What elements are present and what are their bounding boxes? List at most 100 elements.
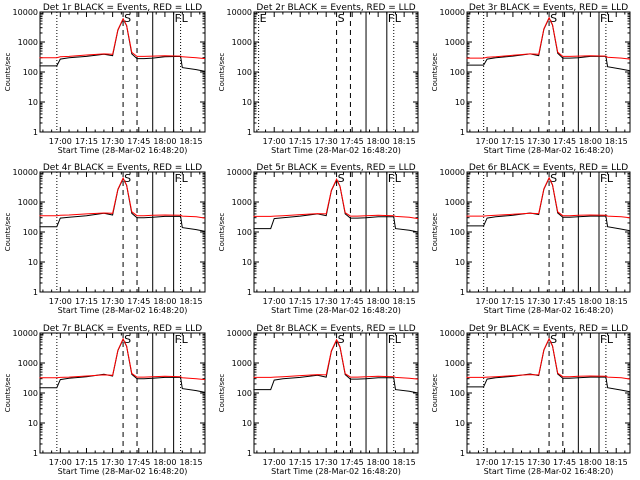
y-axis-label: Counts/sec bbox=[4, 53, 12, 92]
y-axis-label: Counts/sec bbox=[218, 53, 226, 92]
x-tick-label: 17:15 bbox=[501, 458, 524, 467]
y-tick-label: 1000 bbox=[232, 359, 252, 368]
y-tick-label: 10 bbox=[242, 98, 252, 107]
y-tick-label: 10000 bbox=[440, 329, 465, 338]
marker-label: S bbox=[124, 333, 131, 346]
marker-label: F bbox=[388, 12, 394, 25]
x-axis-label: Start Time (28-Mar-02 16:48:20) bbox=[271, 467, 401, 476]
x-tick-label: 17:00 bbox=[263, 458, 286, 467]
y-tick-label: 100 bbox=[23, 228, 38, 237]
x-tick-label: 17:00 bbox=[476, 137, 499, 146]
x-tick-label: 17:45 bbox=[127, 297, 150, 306]
series-line-events bbox=[466, 337, 631, 393]
x-axis-label: Start Time (28-Mar-02 16:48:20) bbox=[271, 306, 401, 315]
x-tick-label: 17:00 bbox=[476, 297, 499, 306]
x-tick-label: 17:45 bbox=[553, 458, 576, 467]
marker-label: F bbox=[388, 333, 394, 346]
y-tick-label: 100 bbox=[450, 68, 465, 77]
marker-label: S bbox=[338, 172, 345, 185]
x-tick-label: 18:00 bbox=[367, 458, 390, 467]
y-tick-label: 1 bbox=[460, 128, 465, 137]
marker-label: S bbox=[338, 12, 345, 25]
y-tick-label: 10 bbox=[242, 419, 252, 428]
marker-label: F bbox=[388, 172, 394, 185]
x-tick-label: 17:00 bbox=[263, 297, 286, 306]
y-tick-label: 10000 bbox=[440, 8, 465, 17]
marker-label: S bbox=[124, 12, 131, 25]
y-tick-label: 1000 bbox=[445, 359, 465, 368]
y-tick-label: 1 bbox=[247, 449, 252, 458]
series-line-lld bbox=[466, 16, 631, 60]
chart-panel-4: Det 4r BLACK = Events, RED = LLD 1 10 100 10… bbox=[4, 163, 206, 315]
x-axis-label: Start Time (28-Mar-02 16:48:20) bbox=[484, 467, 614, 476]
x-tick-label: 17:45 bbox=[127, 137, 150, 146]
marker-label: F bbox=[600, 333, 606, 346]
x-axis-label: Start Time (28-Mar-02 16:48:20) bbox=[484, 146, 614, 155]
series-line-lld bbox=[39, 337, 206, 381]
marker-label: F bbox=[600, 12, 606, 25]
chart-title: Det 8r BLACK = Events, RED = LLD bbox=[256, 324, 415, 334]
marker-label: L bbox=[182, 333, 189, 346]
x-tick-label: 17:45 bbox=[341, 458, 364, 467]
chart-title: Det 5r BLACK = Events, RED = LLD bbox=[256, 163, 415, 173]
y-tick-label: 1 bbox=[33, 449, 38, 458]
y-axis-label: Counts/sec bbox=[431, 374, 439, 413]
x-tick-label: 17:30 bbox=[527, 297, 550, 306]
x-tick-label: 18:00 bbox=[153, 137, 176, 146]
y-tick-label: 10 bbox=[28, 258, 38, 267]
x-tick-label: 17:45 bbox=[341, 137, 364, 146]
y-tick-label: 10 bbox=[455, 419, 465, 428]
y-tick-label: 100 bbox=[450, 389, 465, 398]
x-tick-label: 18:15 bbox=[180, 458, 203, 467]
x-tick-label: 17:00 bbox=[476, 458, 499, 467]
x-tick-label: 17:00 bbox=[263, 137, 286, 146]
y-tick-label: 1000 bbox=[18, 359, 38, 368]
y-tick-label: 100 bbox=[237, 228, 252, 237]
marker-label: F bbox=[175, 172, 181, 185]
x-tick-label: 17:30 bbox=[101, 137, 124, 146]
x-tick-label: 17:30 bbox=[315, 297, 338, 306]
y-tick-label: 10000 bbox=[227, 8, 252, 17]
x-axis-label: Start Time (28-Mar-02 16:48:20) bbox=[58, 306, 188, 315]
chart-title: Det 9r BLACK = Events, RED = LLD bbox=[469, 324, 628, 334]
marker-label: F bbox=[175, 12, 181, 25]
marker-label: S bbox=[550, 12, 557, 25]
x-tick-label: 17:30 bbox=[527, 137, 550, 146]
series-line-lld bbox=[466, 337, 631, 380]
chart-panel-5: Det 5r BLACK = Events, RED = LLD 1 10 100 10… bbox=[218, 163, 419, 315]
x-tick-label: 17:15 bbox=[75, 297, 98, 306]
marker-label: S bbox=[338, 333, 345, 346]
x-tick-label: 17:15 bbox=[501, 297, 524, 306]
x-axis-label: Start Time (28-Mar-02 16:48:20) bbox=[271, 146, 401, 155]
y-tick-label: 10 bbox=[455, 258, 465, 267]
x-tick-label: 18:15 bbox=[180, 137, 203, 146]
x-tick-label: 18:00 bbox=[579, 458, 602, 467]
x-tick-label: 17:30 bbox=[315, 458, 338, 467]
y-tick-label: 10000 bbox=[13, 168, 38, 177]
x-tick-label: 18:15 bbox=[393, 458, 416, 467]
y-tick-label: 1 bbox=[33, 288, 38, 297]
marker-label: L bbox=[182, 172, 189, 185]
x-tick-label: 18:00 bbox=[153, 297, 176, 306]
x-axis-label: Start Time (28-Mar-02 16:48:20) bbox=[484, 306, 614, 315]
y-axis-label: Counts/sec bbox=[218, 374, 226, 413]
x-tick-label: 17:45 bbox=[127, 458, 150, 467]
chart-panel-3: Det 3r BLACK = Events, RED = LLD 1 10 100 10… bbox=[431, 3, 631, 155]
y-tick-label: 10 bbox=[28, 419, 38, 428]
y-tick-label: 1000 bbox=[445, 38, 465, 47]
x-tick-label: 17:15 bbox=[289, 458, 312, 467]
marker-label: L bbox=[395, 333, 402, 346]
chart-panel-7: Det 7r BLACK = Events, RED = LLD 1 10 100 10… bbox=[4, 324, 206, 476]
marker-label: L bbox=[182, 12, 189, 25]
y-tick-label: 10 bbox=[455, 98, 465, 107]
y-tick-label: 10000 bbox=[440, 168, 465, 177]
marker-label: E bbox=[260, 12, 267, 25]
series-line-events bbox=[466, 17, 631, 72]
x-tick-label: 18:15 bbox=[605, 137, 628, 146]
chart-title: Det 3r BLACK = Events, RED = LLD bbox=[469, 3, 628, 13]
chart-title: Det 2r BLACK = Events, RED = LLD bbox=[256, 3, 415, 13]
marker-label: L bbox=[607, 333, 614, 346]
y-tick-label: 10 bbox=[28, 98, 38, 107]
x-tick-label: 17:00 bbox=[49, 297, 72, 306]
marker-label: L bbox=[607, 12, 614, 25]
